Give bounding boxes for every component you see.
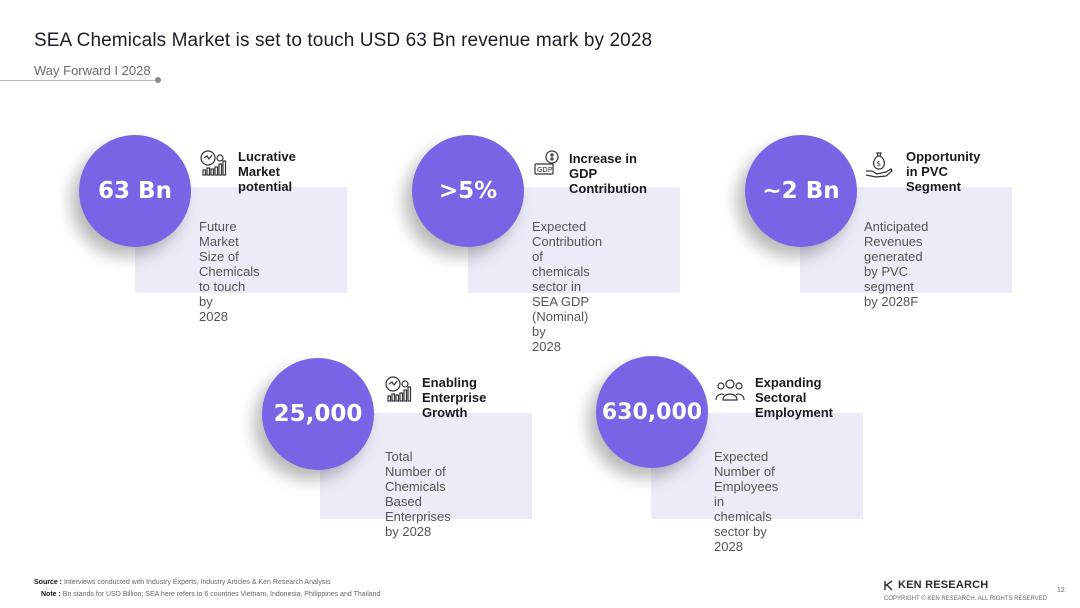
copyright: COPYRIGHT © KEN RESEARCH. ALL RIGHTS RES… [884, 596, 1048, 602]
stat-circle: 630,000 [596, 356, 708, 468]
card-heading: Increase in GDP Contribution [569, 151, 647, 196]
page-subtitle: Way Forward I 2028 [34, 63, 151, 78]
card-heading: Opportunity in PVC Segment [906, 149, 981, 194]
brand-logo: KEN RESEARCH [884, 579, 988, 591]
card-heading: Expanding Sectoral Employment [755, 375, 834, 420]
card-heading: Lucrative Market potential [238, 149, 296, 194]
stat-circle: 25,000 [262, 358, 374, 470]
card-heading: Enabling Enterprise Growth [422, 375, 487, 420]
subtitle-divider-dot [155, 77, 161, 83]
market-growth-icon [200, 150, 227, 176]
footnote: Note : Bn stands for USD Billion; SEA he… [41, 591, 381, 598]
subtitle-divider [0, 80, 158, 81]
enterprise-growth-icon [385, 376, 412, 402]
svg-text:$: $ [877, 160, 881, 168]
people-group-icon [715, 379, 745, 401]
card-description: Anticipated Revenues generated by PVC se… [864, 219, 929, 309]
card-description: Future Market Size of Chemicals to touch… [199, 219, 260, 324]
card-description: Total Number of Chemicals Based Enterpri… [385, 449, 451, 539]
ken-research-logo-icon [884, 579, 893, 590]
stat-circle: >5% [412, 135, 524, 247]
page-title: SEA Chemicals Market is set to touch USD… [34, 30, 653, 51]
svg-text:GDP: GDP [537, 166, 552, 174]
stat-circle: ~2 Bn [745, 135, 857, 247]
card-description: Expected Contribution of chemicals secto… [532, 219, 603, 354]
gdp-money-icon: GDP [534, 150, 559, 175]
card-description: Expected Number of Employees in chemical… [714, 449, 779, 554]
page-number: 12 [1057, 587, 1065, 594]
money-bag-hand-icon: $ [865, 152, 893, 178]
stat-circle: 63 Bn [79, 135, 191, 247]
source-note: Source : Interviews conducted with Indus… [34, 579, 331, 586]
